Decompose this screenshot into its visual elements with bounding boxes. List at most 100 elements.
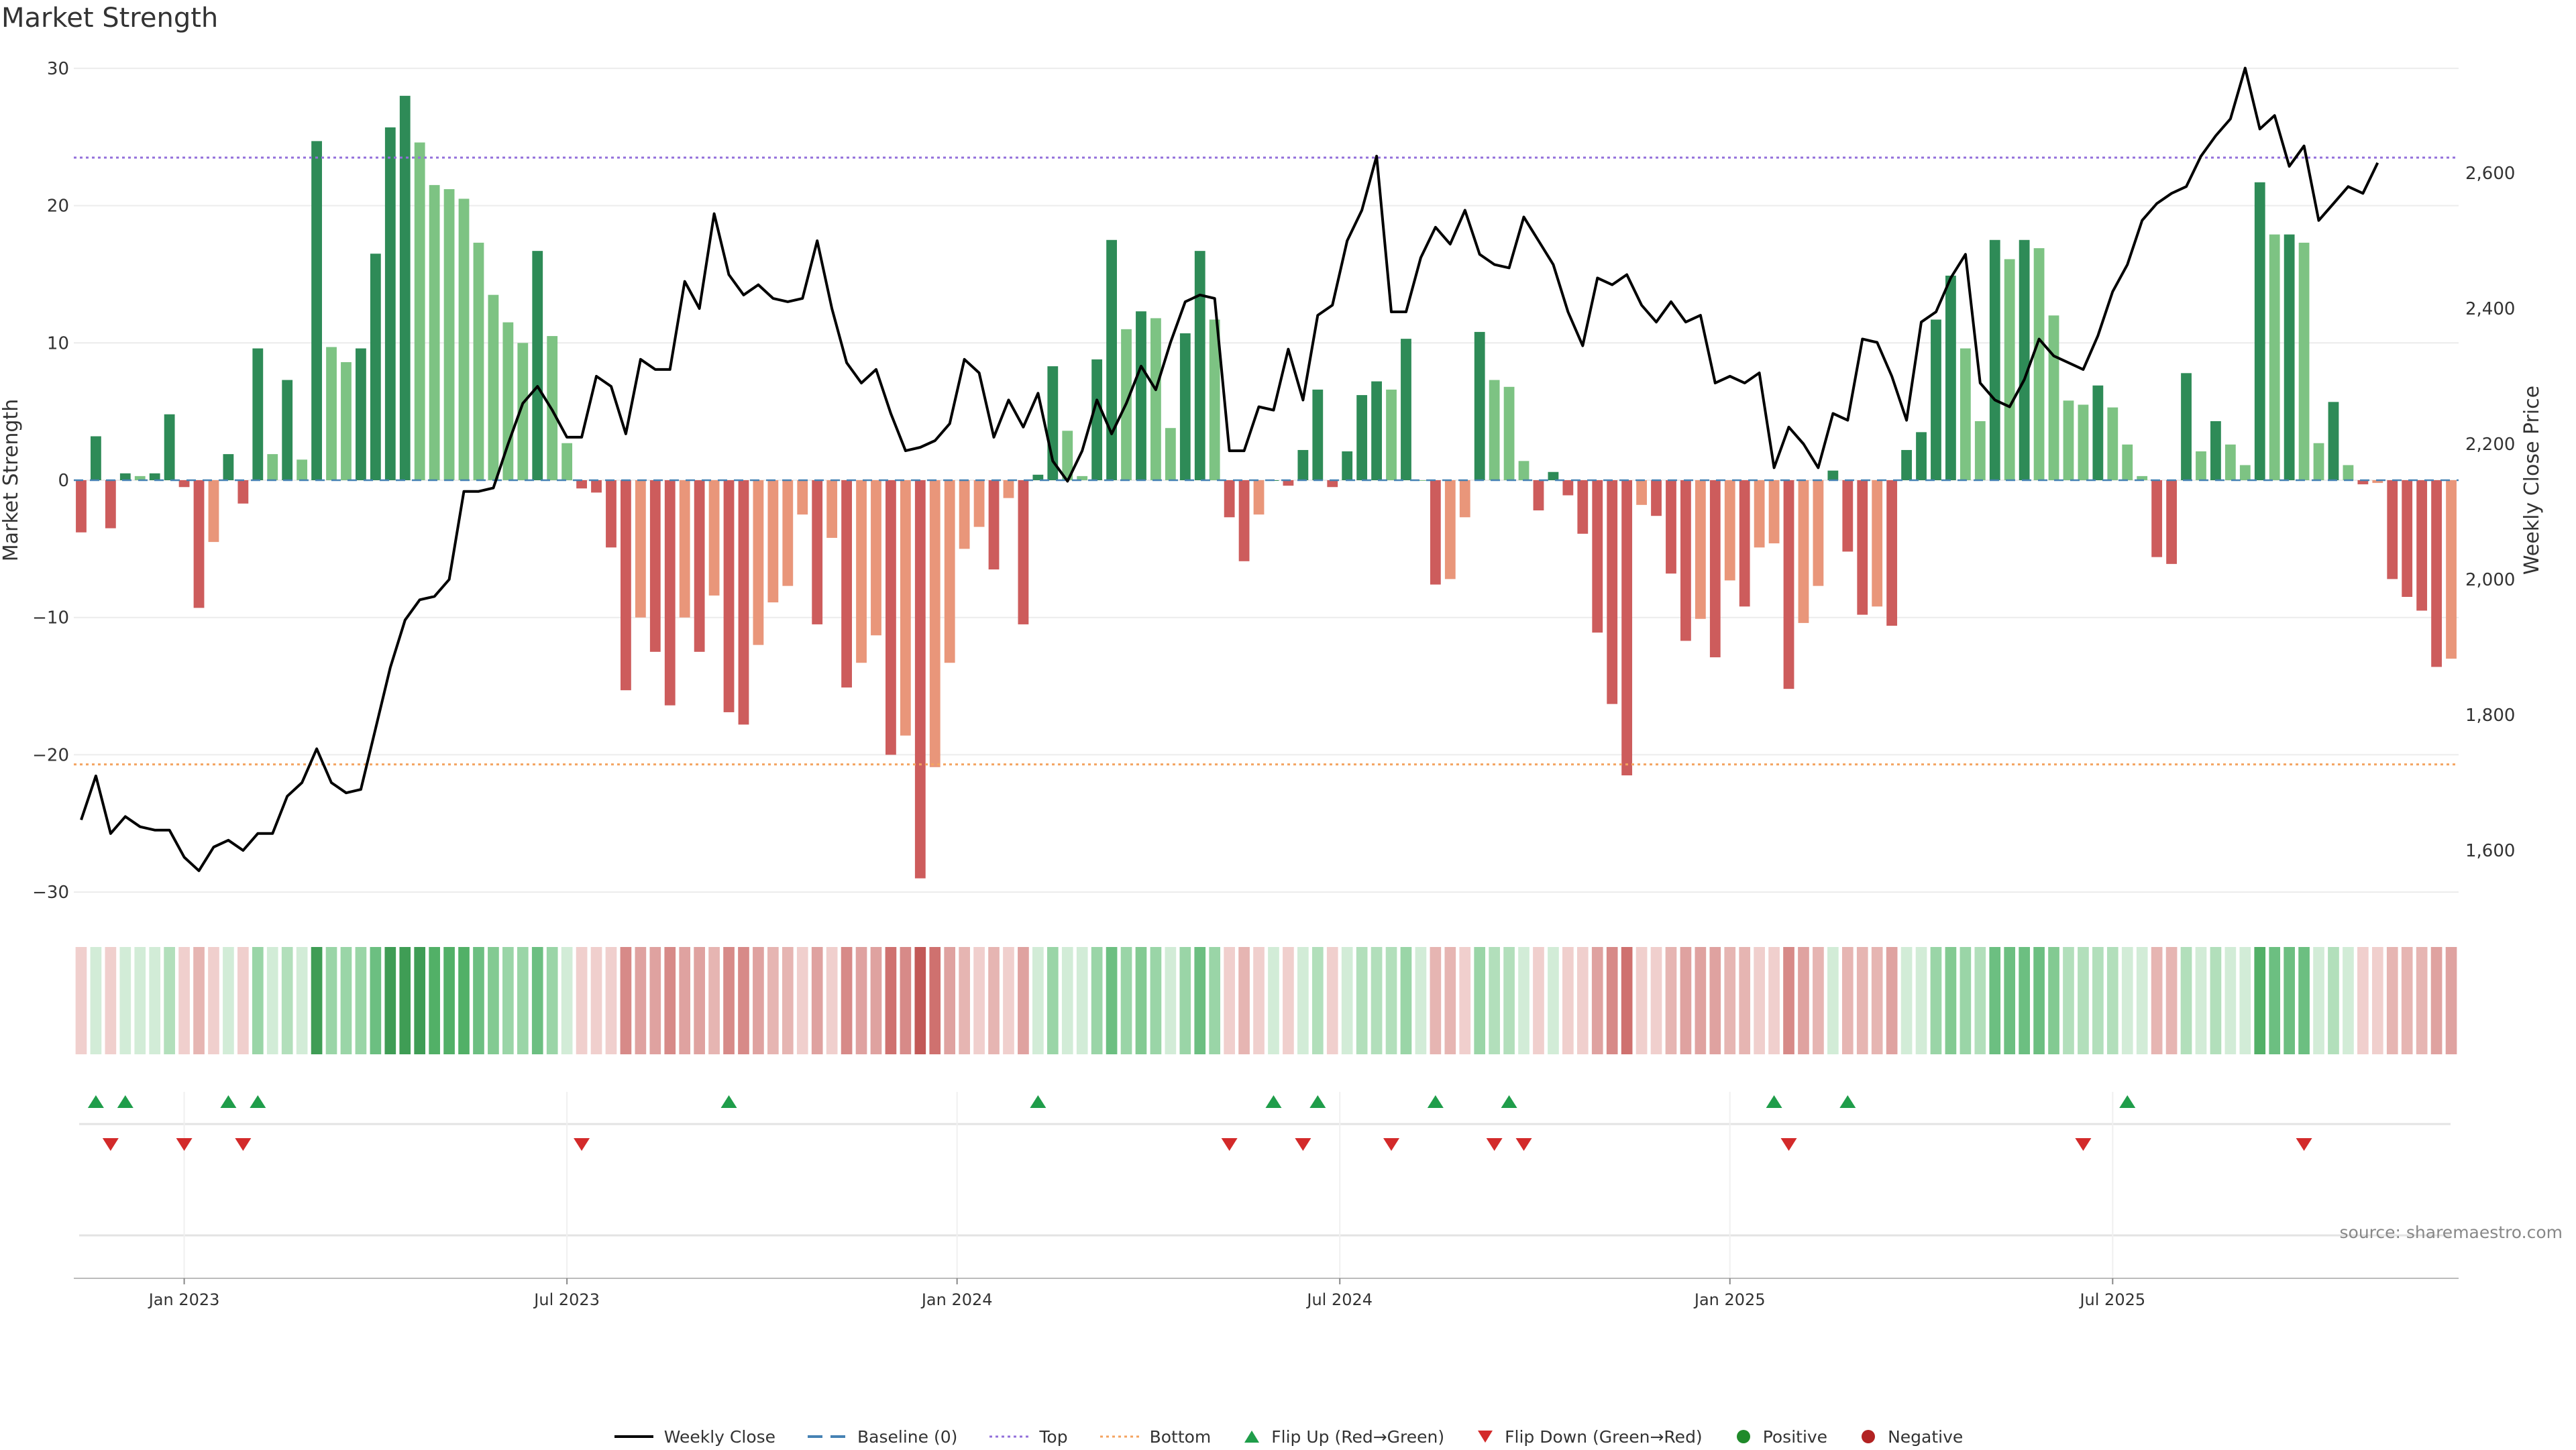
heat-cell [1106,947,1118,1054]
flip-up-marker [1427,1095,1444,1108]
heat-cell [1400,947,1412,1054]
right-axis-title: Weekly Close Price [2520,386,2544,575]
strength-bar [1371,381,1382,480]
flip-down-marker [574,1138,590,1151]
strength-bar [443,189,455,480]
left-tick-label: −10 [32,608,69,628]
strength-bar [929,480,941,767]
strength-bar [1754,480,1765,548]
heat-cell [870,947,882,1054]
heat-cell [1960,947,1972,1054]
heat-cell [1311,947,1324,1054]
left-tick-label: 30 [47,59,69,79]
heat-cell [605,947,617,1054]
strength-bar [1666,480,1676,574]
strength-bar [2092,385,2104,480]
strength-bar [1444,480,1456,579]
strength-bar [1842,480,1854,552]
heat-cell [2180,947,2192,1054]
strength-bar [2254,182,2265,480]
strength-bar [2387,480,2398,579]
strength-bar [1003,480,1014,498]
strength-bar [708,480,720,596]
legend-label: Flip Up (Red→Green) [1271,1427,1445,1447]
heat-cell [1253,947,1265,1054]
strength-bar [856,480,867,663]
strength-bar [606,480,616,548]
strength-bar [1297,449,1309,480]
heat-cell [75,947,87,1054]
heat-cell [1754,947,1765,1054]
heat-cell [1915,947,1927,1054]
strength-bar [1651,480,1662,516]
strength-bar [356,348,366,480]
heat-cell [1548,947,1559,1054]
heat-cell [223,947,234,1054]
flip-up-marker [2119,1095,2136,1108]
legend-item: Baseline (0) [806,1427,957,1447]
heat-cell [2445,947,2457,1054]
heat-cell [1665,947,1677,1054]
chart-title: Market Strength [1,3,219,34]
heat-cell [1150,947,1162,1054]
strength-bar [1989,239,2000,480]
flip-down-marker [2075,1138,2092,1151]
strength-bar [2048,315,2059,480]
strength-bar [1032,474,1044,480]
strength-bar [1695,480,1706,619]
heat-cell [517,947,529,1054]
heat-cell [1385,947,1397,1054]
heat-cell [1120,947,1132,1054]
strength-bar [1783,480,1794,689]
strength-bar [237,480,249,504]
strength-bar [2224,444,2236,480]
strength-bar [1768,480,1780,544]
left-tick-label: 0 [58,471,69,491]
heat-cell [1224,947,1235,1054]
strength-bar [1136,311,1146,480]
strength-bar [914,480,926,879]
heat-cell [1076,947,1088,1054]
strength-bar [2298,242,2310,480]
heat-cell [1489,947,1500,1054]
heat-cell [1415,947,1427,1054]
heat-cell [1886,947,1898,1054]
right-tick-label: 2,400 [2465,299,2515,319]
heat-cell [2165,947,2178,1054]
strength-bar [826,480,838,538]
heat-cell [1474,947,1486,1054]
heat-cell [1724,947,1736,1054]
heat-cell [296,947,308,1054]
strength-bar [473,242,484,480]
strength-bar [2328,402,2339,480]
heat-cell [1621,947,1633,1054]
heat-cell [1576,947,1589,1054]
heat-cell [708,947,720,1054]
heat-cell [1591,947,1603,1054]
left-tick-label: 20 [47,197,69,217]
heat-cell [2063,947,2074,1054]
heat-cell [1768,947,1780,1054]
strength-bar [1356,395,1368,480]
heat-cell [1783,947,1794,1054]
flip-down-marker [1221,1138,1238,1151]
heat-cell [1503,947,1515,1054]
strength-bar [91,436,101,480]
strength-bar [1077,476,1088,480]
heat-cell [531,947,543,1054]
strength-bar [414,142,425,481]
strength-bar [2019,239,2030,480]
heat-cell [914,947,926,1054]
heat-cell [635,947,647,1054]
strength-bar [2284,234,2295,480]
heat-cell [208,947,219,1054]
right-tick-label: 2,600 [2465,164,2515,184]
heat-cell [826,947,838,1054]
legend-item: Weekly Close [613,1427,775,1447]
strength-bar [488,294,499,480]
strength-bar [900,480,911,736]
heat-cell [1061,947,1073,1054]
strength-bar [2269,234,2280,480]
flip-up-marker [87,1095,104,1108]
